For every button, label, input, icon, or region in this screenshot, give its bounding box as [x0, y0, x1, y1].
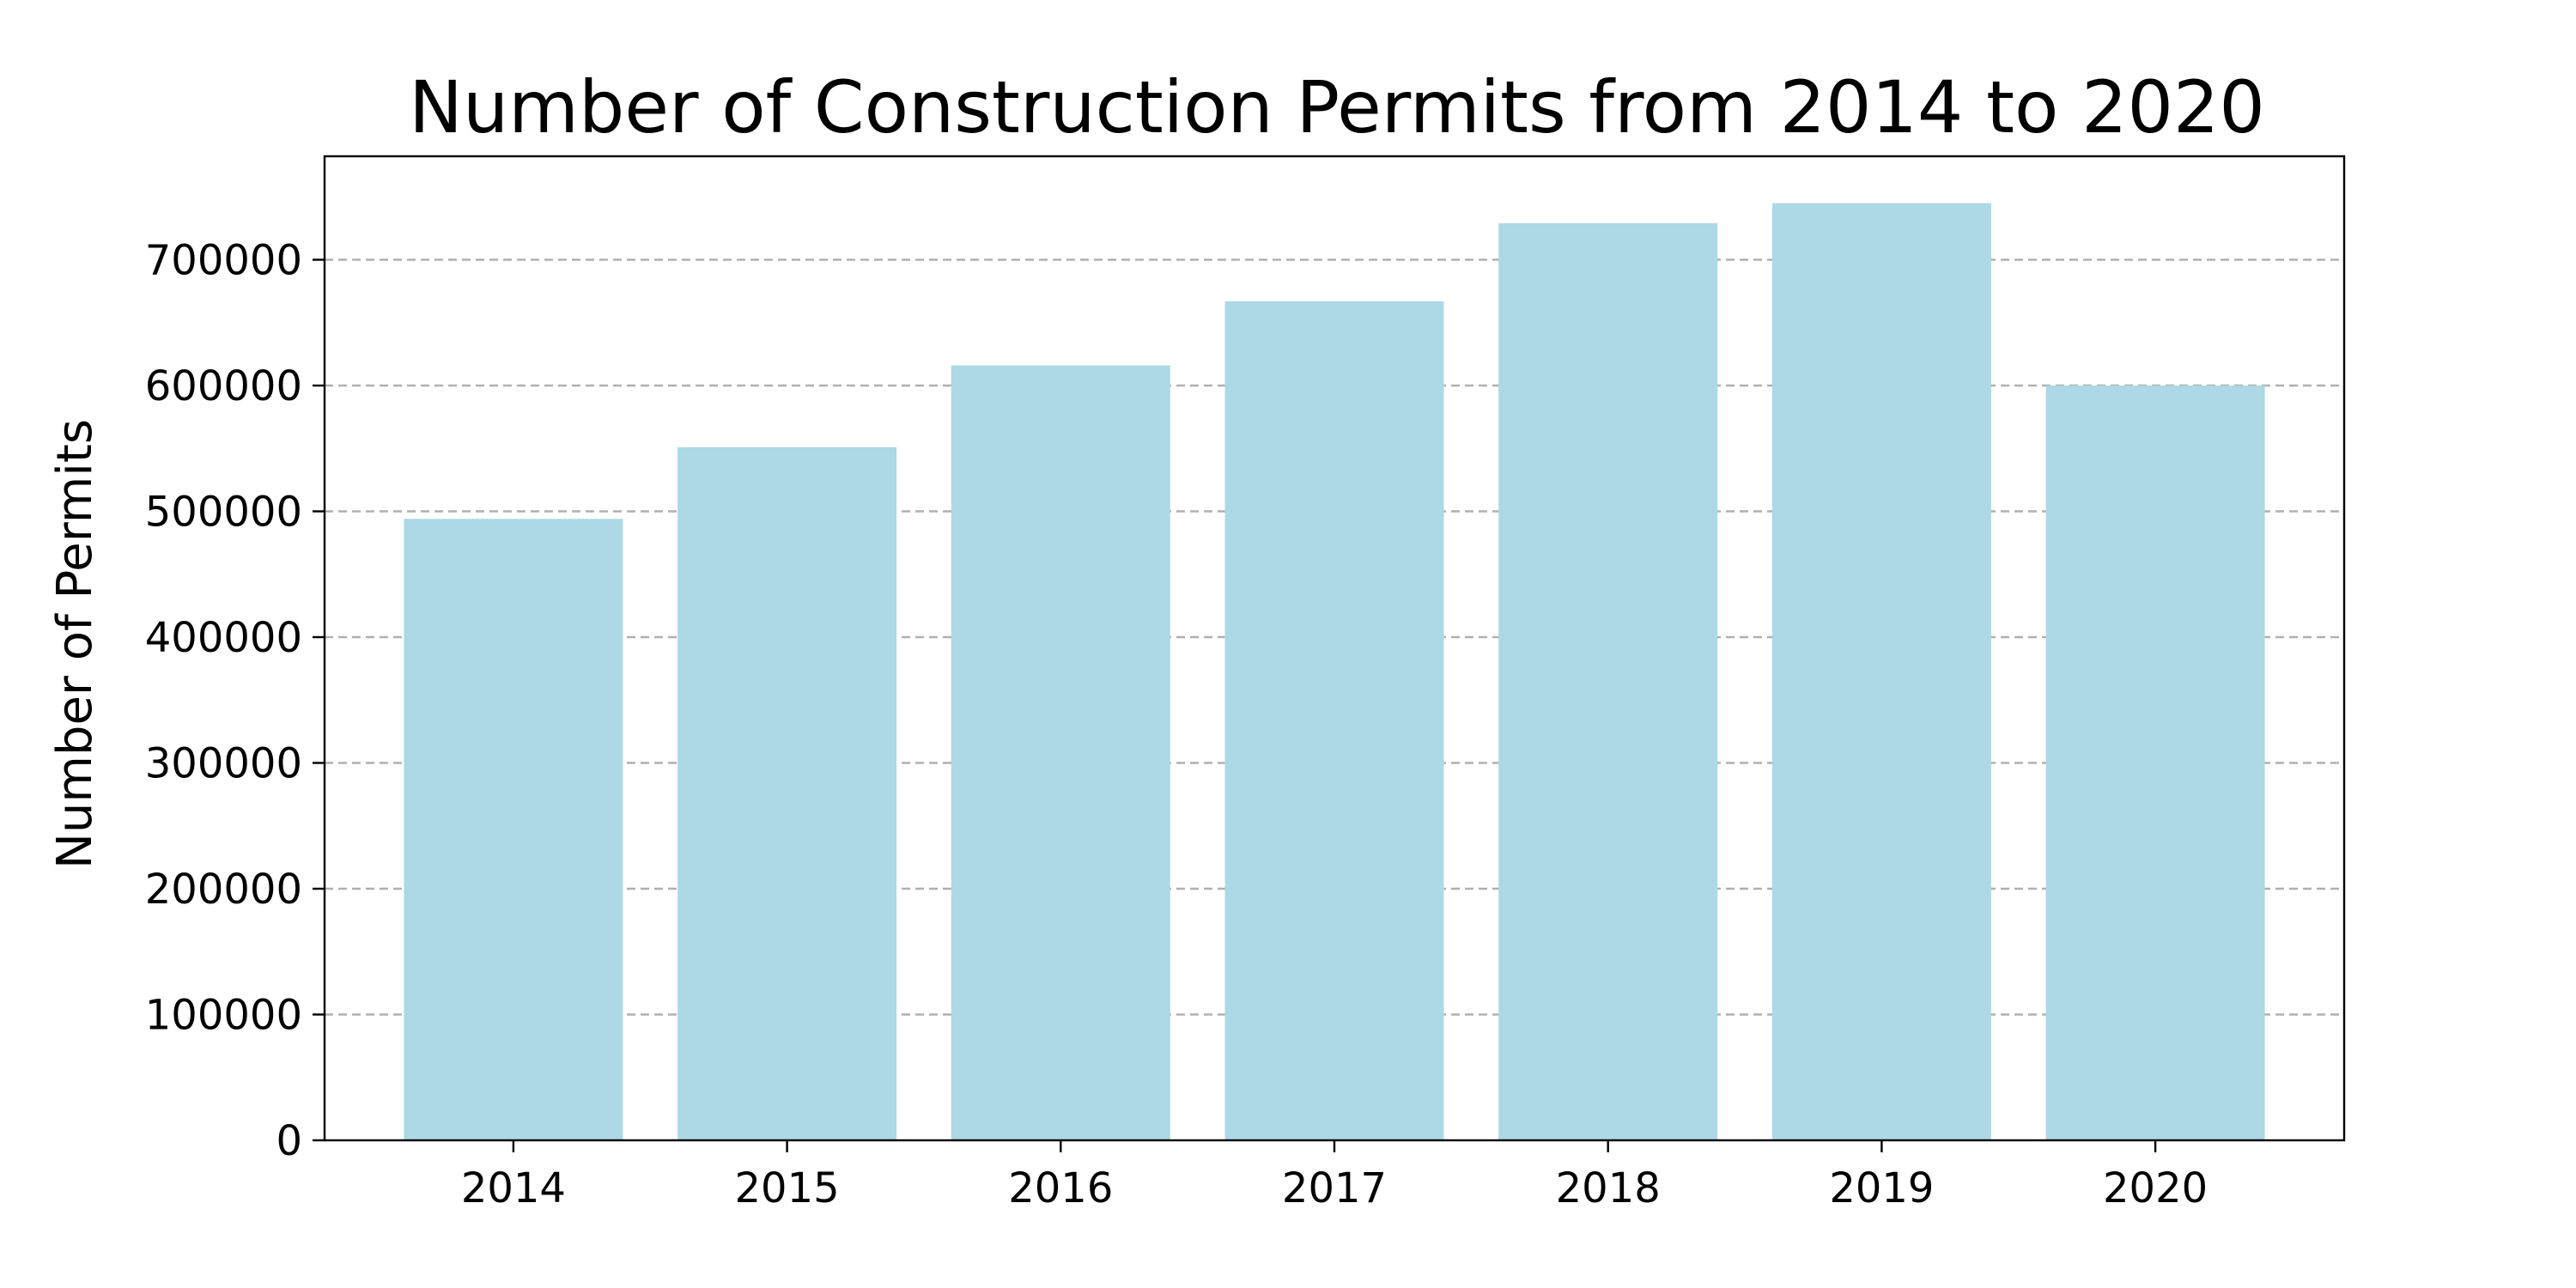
bar-2020	[2045, 385, 2265, 1140]
y-axis-label: Number of Permits	[47, 419, 103, 869]
y-tick-label: 500000	[145, 488, 302, 536]
y-axis-ticks: 0 100000 200000 300000 400000 500000 600000 700…	[145, 236, 325, 1165]
x-tick-label: 2020	[2103, 1164, 2208, 1212]
y-tick-label: 400000	[145, 614, 302, 662]
x-tick-label: 2017	[1282, 1164, 1387, 1212]
y-tick-label: 700000	[145, 236, 302, 284]
bar-2016	[951, 365, 1170, 1141]
x-tick-label: 2018	[1556, 1164, 1661, 1212]
bar-2014	[404, 519, 623, 1140]
x-tick-label: 2014	[461, 1164, 566, 1212]
bar-2019	[1771, 203, 1991, 1141]
bars	[404, 203, 2265, 1141]
bar-2018	[1498, 223, 1718, 1141]
bar-2015	[677, 447, 897, 1140]
y-tick-label: 600000	[145, 362, 302, 410]
x-tick-label: 2015	[735, 1164, 840, 1212]
y-tick-label: 100000	[145, 991, 302, 1039]
y-tick-label: 0	[276, 1117, 302, 1165]
y-tick-label: 200000	[145, 866, 302, 914]
x-axis-ticks: 2014 2015 2016 2017 2018 2019 2020	[461, 1140, 2208, 1212]
y-tick-label: 300000	[145, 739, 302, 787]
bar-2017	[1224, 301, 1444, 1140]
chart-title: Number of Construction Permits from 2014…	[409, 65, 2265, 149]
x-tick-label: 2016	[1008, 1164, 1113, 1212]
x-tick-label: 2019	[1829, 1164, 1934, 1212]
